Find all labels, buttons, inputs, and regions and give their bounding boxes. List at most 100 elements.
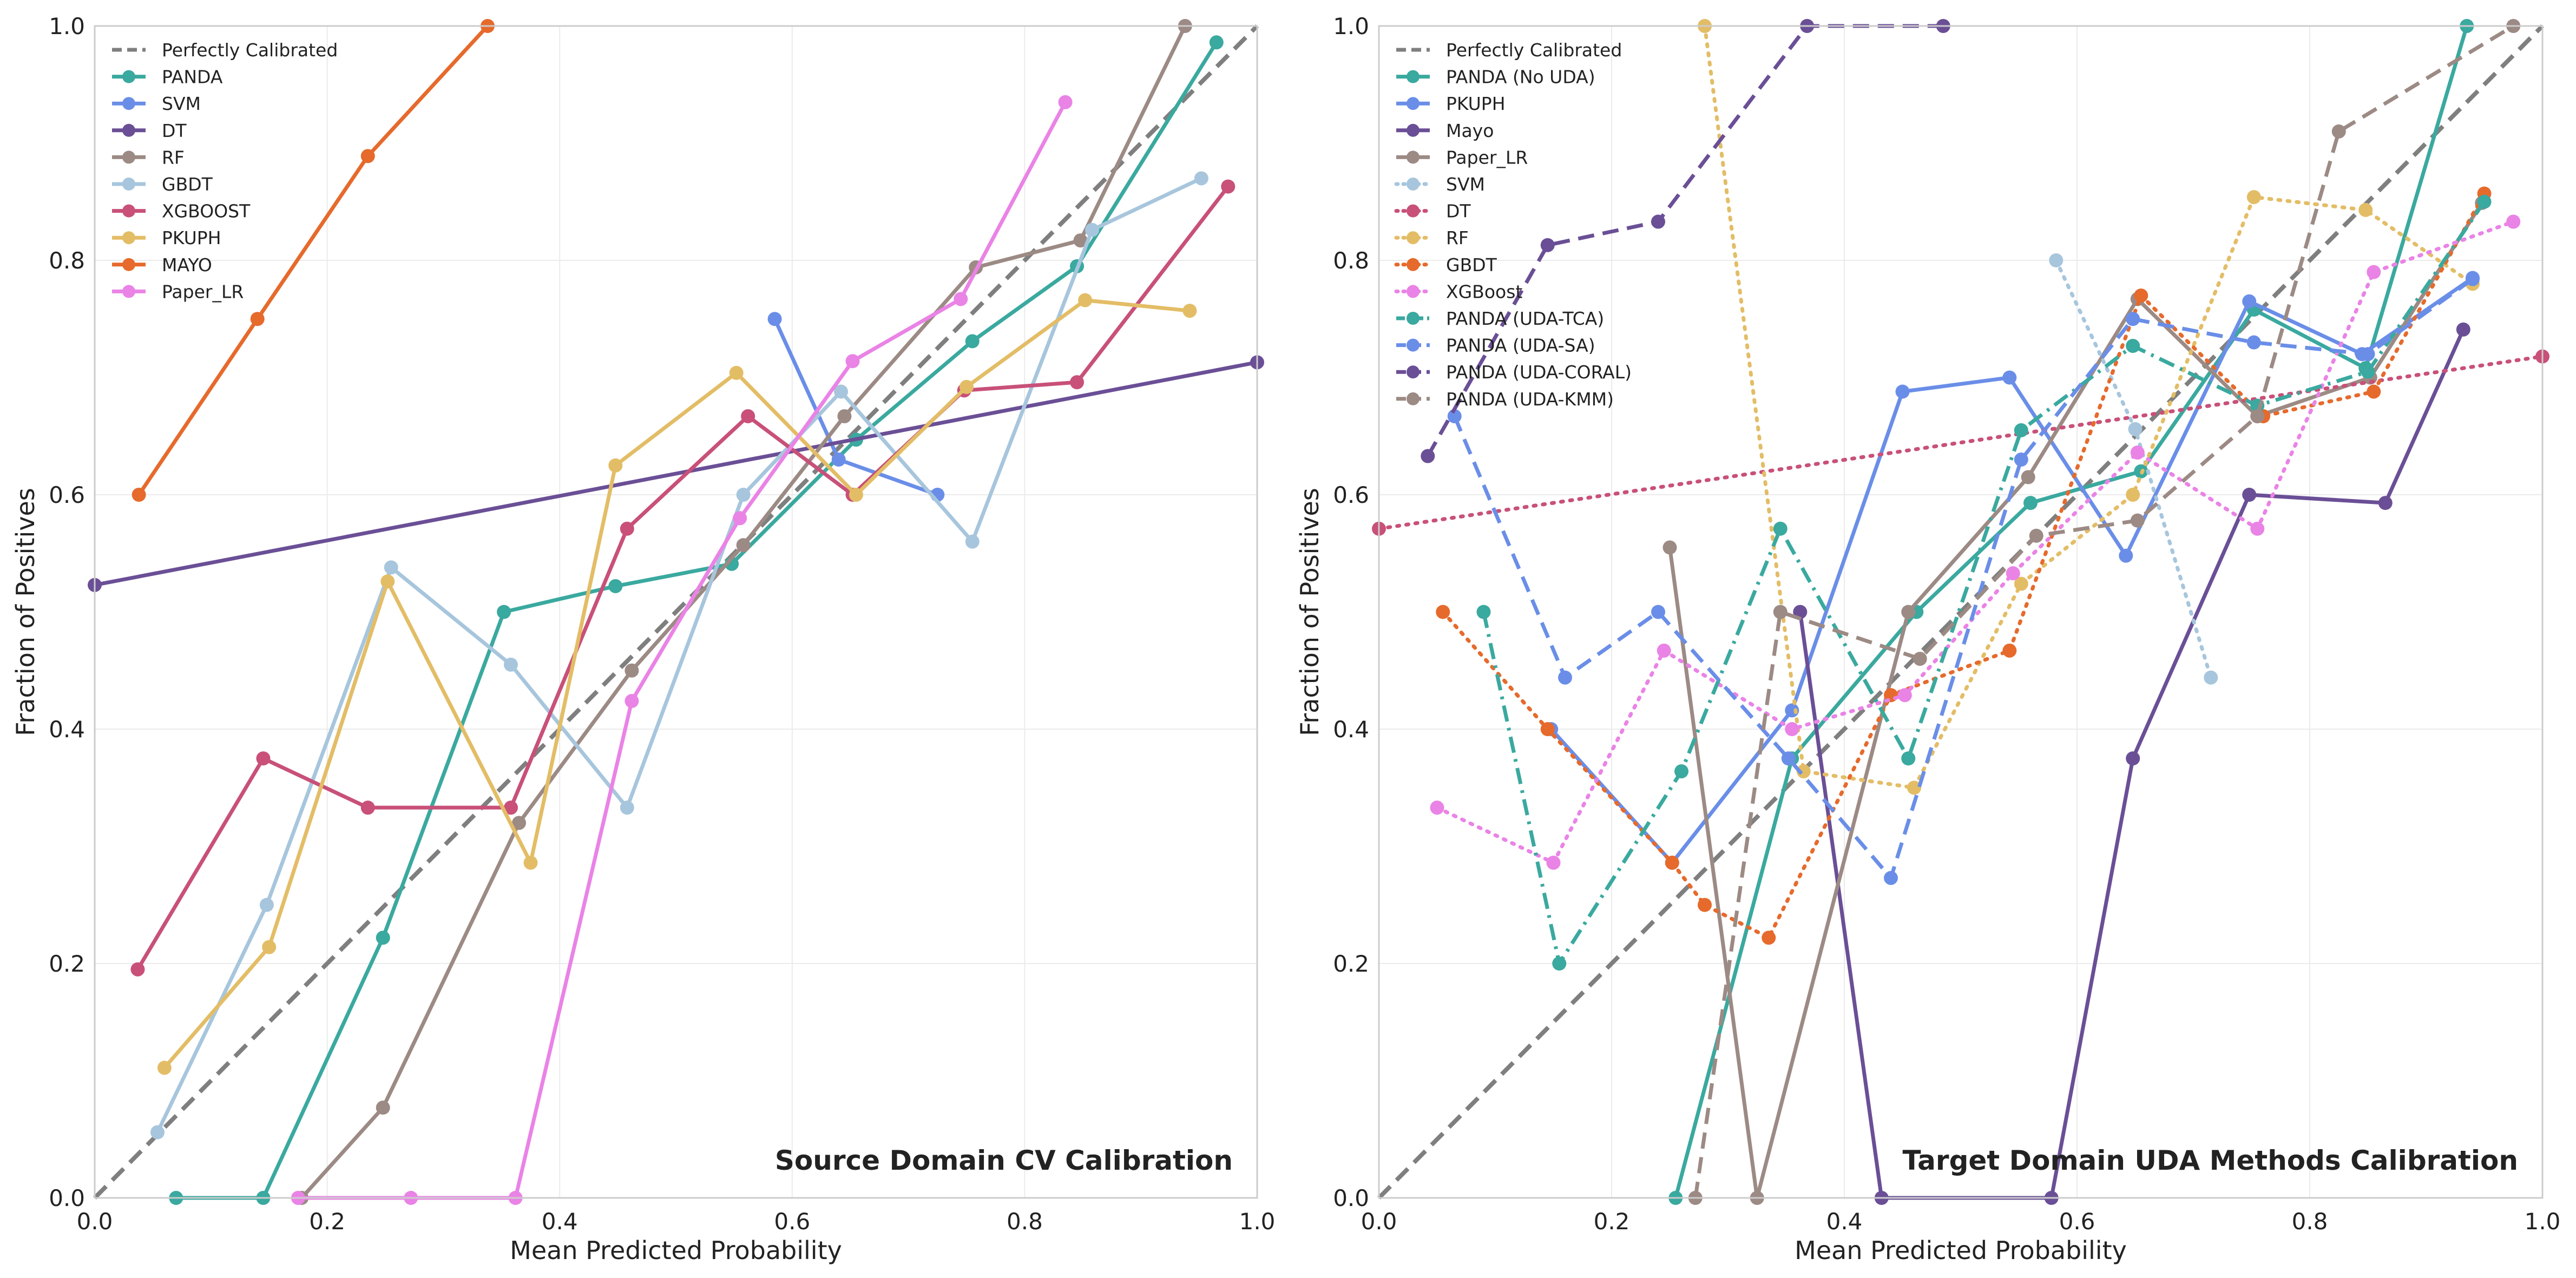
data-point-xgboost <box>2367 265 2381 279</box>
data-point-panda-uda-sa <box>1884 870 1898 885</box>
data-point-panda-uda-tca <box>2014 423 2028 437</box>
data-point-paper-lr <box>2021 470 2035 484</box>
chart-panel-1: 0.0 0.2 0.4 0.6 0.8 1.0 0.0 0.2 0.4 0.6 0.8 1.0 Mean… <box>11 13 1275 1265</box>
legend-swatch-marker <box>122 231 135 245</box>
series-panda-uda-sa <box>1447 272 2480 885</box>
data-point-paper-lr <box>1662 540 1677 555</box>
data-point-mayo <box>2378 496 2393 510</box>
legend-label: RF <box>1446 227 1469 248</box>
legend-swatch-marker <box>122 178 135 191</box>
y-tick-label: 0.4 <box>49 716 85 743</box>
y-tick-label: 0.0 <box>49 1185 85 1211</box>
data-point-rf <box>2358 202 2373 217</box>
axes-frame <box>1378 25 2544 1199</box>
x-tick-label: 0.6 <box>2059 1208 2095 1235</box>
data-point-paper-lr <box>845 354 860 369</box>
legend-item: GBDT <box>1394 254 1497 276</box>
data-point-gbdt <box>1085 222 1099 237</box>
data-point-gbdt <box>1665 855 1679 870</box>
y-tick-label: 1.0 <box>49 13 85 40</box>
x-axis-label: Mean Predicted Probability <box>510 1236 842 1265</box>
data-point-xgboost <box>360 801 375 815</box>
x-tick-label: 1.0 <box>1239 1208 1276 1235</box>
legend-swatch-marker <box>1407 178 1420 191</box>
series-line-panda <box>176 41 1218 1200</box>
legend-item: Paper_LR <box>112 281 244 302</box>
legend-item: PANDA (UDA-SA) <box>1396 335 1595 356</box>
legend: Perfectly Calibrated PANDA (No UDA) PKUPH M… <box>1394 40 1632 410</box>
data-point-panda <box>1209 35 1224 50</box>
x-axis-label: Mean Predicted Probability <box>1795 1236 2127 1265</box>
legend-label: PANDA <box>162 67 223 88</box>
data-point-panda-uda-sa <box>2466 272 2480 286</box>
series-line-dt <box>1377 355 2545 531</box>
data-point-panda-uda-coral <box>1651 214 1665 229</box>
x-tick-label: 0.2 <box>1594 1208 1630 1235</box>
data-point-svm <box>2049 253 2064 267</box>
data-point-rf <box>736 538 751 553</box>
y-tick-label: 0.8 <box>1333 247 1369 274</box>
data-point-gbdt <box>1540 722 1555 736</box>
legend-swatch-marker <box>1407 70 1420 83</box>
data-point-gbdt <box>1194 171 1208 186</box>
data-point-panda-uda-tca <box>1476 605 1491 619</box>
series-panda-uda-tca <box>1476 194 2492 971</box>
series-line-mayo <box>137 24 489 496</box>
legend-swatch-marker <box>1407 365 1420 379</box>
tick-labels: 0.0 0.2 0.4 0.6 0.8 1.0 0.0 0.2 0.4 0.6 0.8 1.0 <box>1333 13 2560 1235</box>
data-point-gbdt <box>965 534 980 549</box>
legend-label: XGBoost <box>1446 281 1522 302</box>
data-point-panda-uda-kmm <box>2029 528 2043 543</box>
data-point-panda-uda-sa <box>2246 335 2261 350</box>
legend-label: SVM <box>162 93 201 114</box>
data-point-panda-uda-coral <box>1540 238 1555 252</box>
legend-label: RF <box>162 147 185 168</box>
y-tick-label: 0.6 <box>1333 482 1369 508</box>
legend-label: PANDA (UDA-KMM) <box>1446 389 1614 410</box>
data-point-rf <box>512 816 527 830</box>
series-pkuph <box>157 293 1197 1075</box>
legend-swatch-marker <box>1407 258 1420 271</box>
data-point-pkuph <box>157 1060 172 1075</box>
data-point-svm <box>831 453 846 467</box>
data-point-gbdt <box>384 560 398 575</box>
legend-label: PANDA (UDA-TCA) <box>1446 308 1604 329</box>
data-point-gbdt <box>834 384 849 399</box>
legend-label: PKUPH <box>162 227 221 248</box>
y-tick-label: 0.6 <box>49 482 85 508</box>
legend-item: PKUPH <box>112 227 221 248</box>
series-xgboost <box>1430 214 2521 870</box>
data-point-gbdt <box>259 897 274 912</box>
legend-swatch-marker <box>1407 97 1420 110</box>
x-tick-label: 0.4 <box>542 1208 578 1235</box>
data-point-panda-uda-tca <box>2477 194 2492 209</box>
data-point-mayo <box>2126 751 2140 766</box>
legend-label: PKUPH <box>1446 93 1506 114</box>
data-point-panda-uda-sa <box>1651 605 1665 619</box>
data-point-rf <box>837 409 852 423</box>
legend-label: MAYO <box>162 254 212 276</box>
series-svm <box>2049 253 2218 685</box>
y-axis-label: Fraction of Positives <box>11 488 40 736</box>
data-point-mayo <box>132 488 146 502</box>
data-point-panda-uda-kmm <box>2130 513 2145 528</box>
legend-item: SVM <box>112 93 201 114</box>
data-point-panda-uda-sa <box>2126 312 2140 326</box>
legend-item: PKUPH <box>1396 93 1506 114</box>
data-point-rf <box>2126 488 2140 502</box>
legend-item: PANDA (No UDA) <box>1396 67 1595 88</box>
data-point-rf <box>2014 576 2028 591</box>
data-point-xgboost <box>2506 214 2521 229</box>
legend-item: XGBOOST <box>112 201 251 222</box>
x-tick-label: 0.0 <box>77 1208 113 1235</box>
data-point-panda-no-uda <box>2023 496 2038 510</box>
data-point-panda-uda-kmm <box>2250 409 2265 423</box>
y-tick-label: 0.2 <box>1333 951 1369 977</box>
data-point-xgboost <box>2130 445 2145 460</box>
legend-label: Perfectly Calibrated <box>162 40 338 61</box>
legend-label: Perfectly Calibrated <box>1446 40 1622 61</box>
data-point-xgboost <box>1430 801 1444 815</box>
data-point-panda-uda-kmm <box>1913 652 1927 666</box>
legend-swatch-marker <box>1407 204 1420 218</box>
